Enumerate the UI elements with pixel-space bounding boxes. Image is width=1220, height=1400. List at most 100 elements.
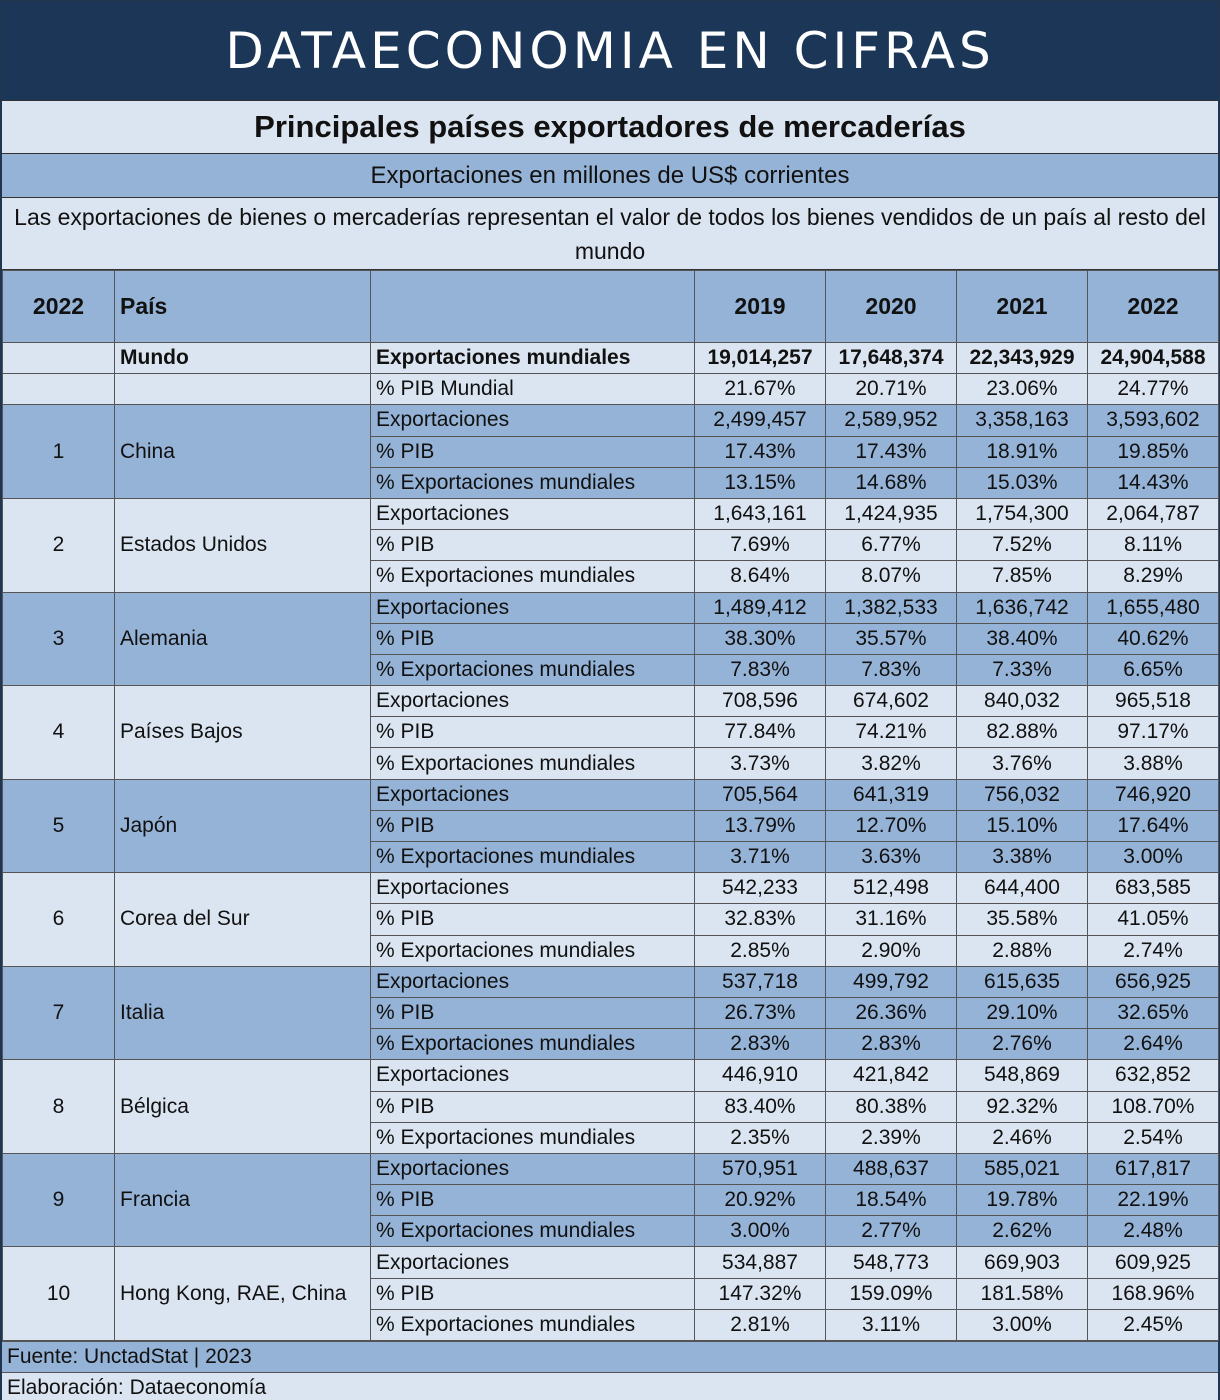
value-cell: 2.35%	[694, 1121, 826, 1154]
value-cell: 3.00%	[1087, 840, 1219, 874]
table-row: % Exportaciones mundiales 3.00% 2.77% 2.62%…	[3, 1215, 1219, 1248]
world-rank-cell	[2, 373, 115, 406]
value-cell: 669,903	[956, 1246, 1088, 1279]
value-cell: 2.74%	[1087, 934, 1219, 967]
credit-note: Elaboración: Dataeconomía	[2, 1372, 1218, 1400]
metric-label: % Exportaciones mundiales	[370, 934, 695, 967]
table-row: % PIB 83.40% 80.38% 92.32% 108.70%	[3, 1090, 1219, 1123]
value-cell: 2.85%	[694, 934, 826, 967]
value-cell: 40.62%	[1087, 622, 1219, 655]
metric-label: Exportaciones	[370, 404, 695, 437]
value-cell: 537,718	[694, 965, 826, 998]
value-cell: 35.58%	[956, 903, 1088, 936]
source-note: Fuente: UnctadStat | 2023	[2, 1341, 1218, 1372]
value-cell: 617,817	[1087, 1152, 1219, 1186]
value-cell: 2,499,457	[694, 404, 826, 437]
country-name: Italia	[114, 965, 371, 1061]
value-cell: 8.29%	[1087, 560, 1219, 593]
metric-label: % PIB	[370, 1090, 695, 1123]
metric-label: Exportaciones	[370, 778, 695, 811]
value-cell: 1,643,161	[694, 497, 826, 531]
table-description: Las exportaciones de bienes o mercadería…	[2, 198, 1218, 270]
value-cell: 1,655,480	[1087, 591, 1219, 624]
world-row: % PIB Mundial 21.67% 20.71% 23.06% 24.77%	[2, 373, 1219, 406]
metric-label: % PIB	[370, 1277, 695, 1310]
value-cell: 3.38%	[956, 840, 1088, 874]
table-row: % PIB 26.73% 26.36% 29.10% 32.65%	[3, 996, 1219, 1030]
value-cell: 705,564	[694, 778, 826, 811]
value-cell: 2,064,787	[1087, 497, 1219, 531]
value-cell: 7.85%	[956, 560, 1088, 593]
value-cell: 13.15%	[694, 466, 826, 499]
header-year: 2021	[956, 270, 1088, 343]
country-name: Hong Kong, RAE, China	[114, 1246, 371, 1341]
table-row: % PIB 147.32% 159.09% 181.58% 168.96%	[3, 1277, 1219, 1310]
metric-label: Exportaciones	[370, 1059, 695, 1092]
value-cell: 2.54%	[1087, 1121, 1219, 1154]
table-row: 3 Alemania Exportaciones 1,489,412 1,382,533…	[2, 591, 1219, 687]
value-cell: 840,032	[956, 685, 1088, 718]
value-cell: 41.05%	[1087, 903, 1219, 936]
metric-label: % PIB	[370, 996, 695, 1030]
table-row: % Exportaciones mundiales 2.81% 3.11% 3.00%…	[3, 1308, 1219, 1342]
value-cell: 609,925	[1087, 1246, 1219, 1279]
value-cell: 656,925	[1087, 965, 1219, 998]
value-cell: 38.30%	[694, 622, 826, 655]
value-cell: 542,233	[694, 872, 826, 905]
value-cell: 97.17%	[1087, 716, 1219, 749]
country-name: China	[114, 404, 371, 499]
value-cell: 31.16%	[825, 903, 957, 936]
rank-cell: 4	[2, 685, 115, 780]
metric-label: % PIB	[370, 809, 695, 843]
value-cell: 7.69%	[694, 529, 826, 562]
table-body: Mundo Exportaciones mundiales 19,014,257 17…	[2, 341, 1219, 1342]
table-row: % Exportaciones mundiales 7.83% 7.83% 7.33%…	[3, 653, 1219, 687]
value-cell: 499,792	[825, 965, 957, 998]
value-cell: 421,842	[825, 1059, 957, 1092]
value-cell: 35.57%	[825, 622, 957, 655]
value-cell: 641,319	[825, 778, 957, 811]
metric-label: % Exportaciones mundiales	[370, 1121, 695, 1154]
value-cell: 2.46%	[956, 1121, 1088, 1154]
value-cell: 3.63%	[825, 840, 957, 874]
value-cell: 1,424,935	[825, 497, 957, 531]
value-cell: 965,518	[1087, 685, 1219, 718]
value-cell: 2.62%	[956, 1215, 1088, 1248]
value-cell: 7.83%	[825, 653, 957, 687]
value-cell: 19.78%	[956, 1184, 1088, 1217]
value-cell: 1,636,742	[956, 591, 1088, 624]
table-row: % Exportaciones mundiales 3.73% 3.82% 3.76%…	[3, 747, 1219, 780]
value-cell: 6.65%	[1087, 653, 1219, 687]
header-year: 2019	[694, 270, 826, 343]
value-cell: 12.70%	[825, 809, 957, 843]
metric-label: % PIB	[370, 435, 695, 468]
value-cell: 2.64%	[1087, 1028, 1219, 1061]
value-cell: 23.06%	[956, 373, 1088, 406]
value-cell: 20.92%	[694, 1184, 826, 1217]
value-cell: 8.07%	[825, 560, 957, 593]
value-cell: 32.65%	[1087, 996, 1219, 1030]
value-cell: 3.88%	[1087, 747, 1219, 780]
metric-label: % Exportaciones mundiales	[370, 560, 695, 593]
value-cell: 159.09%	[825, 1277, 957, 1310]
value-cell: 3.00%	[694, 1215, 826, 1248]
value-cell: 2,589,952	[825, 404, 957, 437]
table-row: % Exportaciones mundiales 3.71% 3.63% 3.38%…	[3, 840, 1219, 874]
country-name: Países Bajos	[114, 685, 371, 780]
value-cell: 7.83%	[694, 653, 826, 687]
exports-table: 2022 País 2019 2020 2021 2022 Mundo Expor…	[2, 270, 1219, 1342]
table-row: % PIB 13.79% 12.70% 15.10% 17.64%	[3, 809, 1219, 843]
metric-label: Exportaciones	[370, 872, 695, 905]
metric-label: % Exportaciones mundiales	[370, 1308, 695, 1342]
value-cell: 2.39%	[825, 1121, 957, 1154]
world-name-cell	[114, 373, 371, 406]
value-cell: 147.32%	[694, 1277, 826, 1310]
value-cell: 1,489,412	[694, 591, 826, 624]
country-name: Corea del Sur	[114, 872, 371, 967]
value-cell: 2.77%	[825, 1215, 957, 1248]
value-cell: 77.84%	[694, 716, 826, 749]
value-cell: 2.83%	[694, 1028, 826, 1061]
brand-banner: DATAECONOMIA EN CIFRAS	[2, 2, 1218, 100]
value-cell: 446,910	[694, 1059, 826, 1092]
value-cell: 8.11%	[1087, 529, 1219, 562]
